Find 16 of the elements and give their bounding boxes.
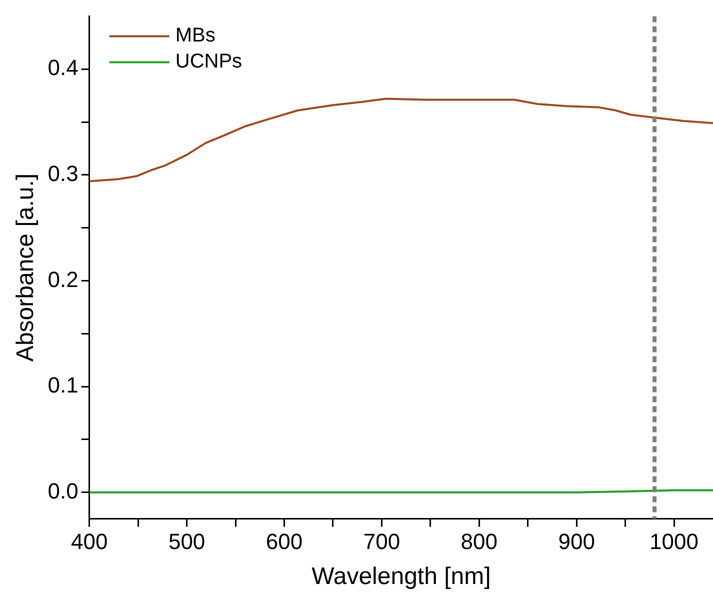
y-tick-label: 0.2: [48, 266, 78, 292]
y-axis-title: Absorbance [a.u.]: [12, 173, 40, 362]
y-tick-label: 0.0: [48, 478, 78, 504]
y-tick-label: 0.3: [48, 160, 78, 186]
x-tick-label: 1000: [650, 529, 698, 554]
x-tick-label: 800: [460, 529, 498, 554]
y-tick-label: 0.1: [48, 372, 78, 398]
x-tick-label: 400: [71, 529, 108, 554]
legend-label: UCNPs: [175, 50, 242, 73]
y-tick-label: 0.4: [48, 55, 78, 80]
x-tick-label: 500: [168, 529, 206, 554]
legend-label: MBs: [175, 24, 216, 47]
x-tick-label: 600: [266, 529, 303, 554]
x-tick-label: 700: [363, 529, 400, 554]
x-tick-label: 900: [558, 529, 595, 554]
x-axis-title: Wavelength [nm]: [312, 563, 491, 590]
